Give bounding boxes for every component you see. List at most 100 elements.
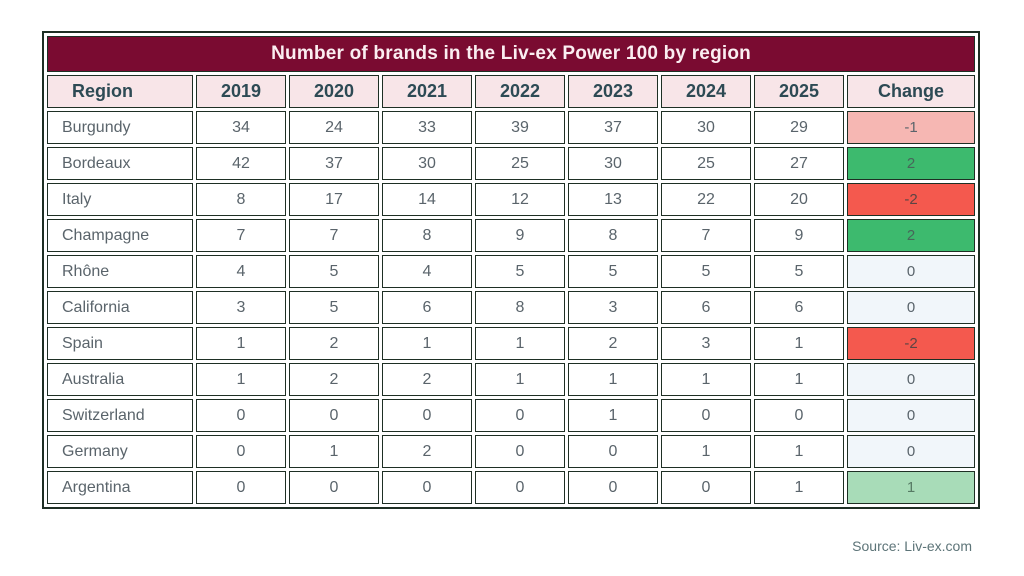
value-cell: 0 xyxy=(289,471,379,504)
value-cell: 3 xyxy=(661,327,751,360)
value-cell: 37 xyxy=(568,111,658,144)
value-cell: 0 xyxy=(661,399,751,432)
value-cell: 2 xyxy=(289,363,379,396)
value-cell: 0 xyxy=(382,471,472,504)
value-cell: 1 xyxy=(475,327,565,360)
value-cell: 0 xyxy=(196,399,286,432)
region-cell: Spain xyxy=(47,327,193,360)
value-cell: 6 xyxy=(661,291,751,324)
column-header-2021: 2021 xyxy=(382,75,472,108)
value-cell: 2 xyxy=(568,327,658,360)
value-cell: 2 xyxy=(382,363,472,396)
table-body: Burgundy 34 24 33 39 37 30 29 -1 Bordeaux 42 37 30 25… xyxy=(47,111,976,504)
value-cell: 6 xyxy=(754,291,844,324)
column-header-2019: 2019 xyxy=(196,75,286,108)
value-cell: 5 xyxy=(289,255,379,288)
value-cell: 1 xyxy=(196,363,286,396)
title-row: Number of brands in the Liv-ex Power 100… xyxy=(47,36,976,72)
value-cell: 29 xyxy=(754,111,844,144)
column-header-region: Region xyxy=(47,75,193,108)
region-cell: Champagne xyxy=(47,219,193,252)
value-cell: 1 xyxy=(382,327,472,360)
value-cell: 1 xyxy=(568,363,658,396)
column-header-2023: 2023 xyxy=(568,75,658,108)
region-cell: Bordeaux xyxy=(47,147,193,180)
change-cell: 0 xyxy=(847,363,976,396)
value-cell: 8 xyxy=(568,219,658,252)
source-attribution: Source: Liv-ex.com xyxy=(852,538,972,554)
power100-table-container: Number of brands in the Liv-ex Power 100… xyxy=(42,31,981,509)
value-cell: 9 xyxy=(754,219,844,252)
change-cell: -2 xyxy=(847,183,976,216)
value-cell: 1 xyxy=(754,327,844,360)
value-cell: 4 xyxy=(382,255,472,288)
column-header-2024: 2024 xyxy=(661,75,751,108)
value-cell: 0 xyxy=(475,399,565,432)
region-cell: Rhône xyxy=(47,255,193,288)
value-cell: 1 xyxy=(661,363,751,396)
value-cell: 3 xyxy=(568,291,658,324)
value-cell: 0 xyxy=(196,471,286,504)
value-cell: 20 xyxy=(754,183,844,216)
value-cell: 8 xyxy=(196,183,286,216)
value-cell: 25 xyxy=(661,147,751,180)
table-row: Spain 1 2 1 1 2 3 1 -2 xyxy=(47,327,976,360)
change-cell: 2 xyxy=(847,147,976,180)
value-cell: 30 xyxy=(568,147,658,180)
column-header-2025: 2025 xyxy=(754,75,844,108)
table-row: Italy 8 17 14 12 13 22 20 -2 xyxy=(47,183,976,216)
value-cell: 5 xyxy=(661,255,751,288)
value-cell: 5 xyxy=(754,255,844,288)
value-cell: 0 xyxy=(289,399,379,432)
region-cell: Argentina xyxy=(47,471,193,504)
value-cell: 8 xyxy=(382,219,472,252)
change-cell: 0 xyxy=(847,399,976,432)
value-cell: 0 xyxy=(568,435,658,468)
value-cell: 4 xyxy=(196,255,286,288)
value-cell: 1 xyxy=(754,435,844,468)
column-header-row: Region 2019 2020 2021 2022 2023 2024 2025 Change xyxy=(47,75,976,108)
table-row: Australia 1 2 2 1 1 1 1 0 xyxy=(47,363,976,396)
value-cell: 2 xyxy=(289,327,379,360)
value-cell: 1 xyxy=(661,435,751,468)
value-cell: 1 xyxy=(196,327,286,360)
value-cell: 14 xyxy=(382,183,472,216)
change-cell: 0 xyxy=(847,435,976,468)
table-row: California 3 5 6 8 3 6 6 0 xyxy=(47,291,976,324)
value-cell: 0 xyxy=(382,399,472,432)
value-cell: 37 xyxy=(289,147,379,180)
value-cell: 0 xyxy=(475,435,565,468)
table-row: Bordeaux 42 37 30 25 30 25 27 2 xyxy=(47,147,976,180)
value-cell: 0 xyxy=(568,471,658,504)
value-cell: 1 xyxy=(754,471,844,504)
change-cell: 0 xyxy=(847,255,976,288)
table-row: Switzerland 0 0 0 0 1 0 0 0 xyxy=(47,399,976,432)
change-cell: -1 xyxy=(847,111,976,144)
power100-table: Number of brands in the Liv-ex Power 100… xyxy=(42,31,981,509)
value-cell: 0 xyxy=(475,471,565,504)
value-cell: 5 xyxy=(568,255,658,288)
value-cell: 3 xyxy=(196,291,286,324)
value-cell: 17 xyxy=(289,183,379,216)
value-cell: 13 xyxy=(568,183,658,216)
column-header-2022: 2022 xyxy=(475,75,565,108)
value-cell: 0 xyxy=(754,399,844,432)
value-cell: 12 xyxy=(475,183,565,216)
value-cell: 1 xyxy=(289,435,379,468)
value-cell: 39 xyxy=(475,111,565,144)
change-cell: -2 xyxy=(847,327,976,360)
region-cell: Switzerland xyxy=(47,399,193,432)
table-title: Number of brands in the Liv-ex Power 100… xyxy=(47,36,976,72)
value-cell: 42 xyxy=(196,147,286,180)
value-cell: 6 xyxy=(382,291,472,324)
value-cell: 30 xyxy=(382,147,472,180)
table-row: Argentina 0 0 0 0 0 0 1 1 xyxy=(47,471,976,504)
change-cell: 2 xyxy=(847,219,976,252)
change-cell: 1 xyxy=(847,471,976,504)
column-header-change: Change xyxy=(847,75,976,108)
region-cell: Italy xyxy=(47,183,193,216)
region-cell: Germany xyxy=(47,435,193,468)
region-cell: Burgundy xyxy=(47,111,193,144)
value-cell: 1 xyxy=(568,399,658,432)
